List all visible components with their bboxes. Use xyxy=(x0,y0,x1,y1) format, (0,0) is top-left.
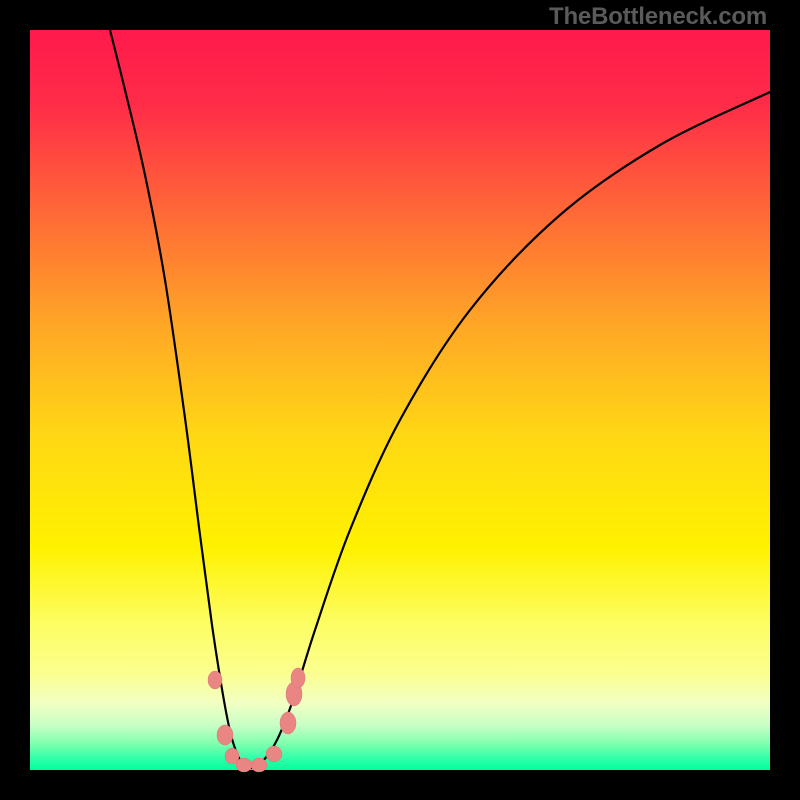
plot-area xyxy=(30,30,770,770)
data-marker xyxy=(208,671,222,689)
data-marker xyxy=(266,746,282,762)
data-marker xyxy=(217,725,233,745)
data-marker xyxy=(291,668,305,688)
data-marker xyxy=(236,758,252,772)
data-marker xyxy=(280,712,296,734)
chart-svg xyxy=(0,0,800,800)
watermark-text: TheBottleneck.com xyxy=(549,3,767,31)
data-marker xyxy=(251,758,267,772)
chart-frame: TheBottleneck.com xyxy=(0,0,800,800)
